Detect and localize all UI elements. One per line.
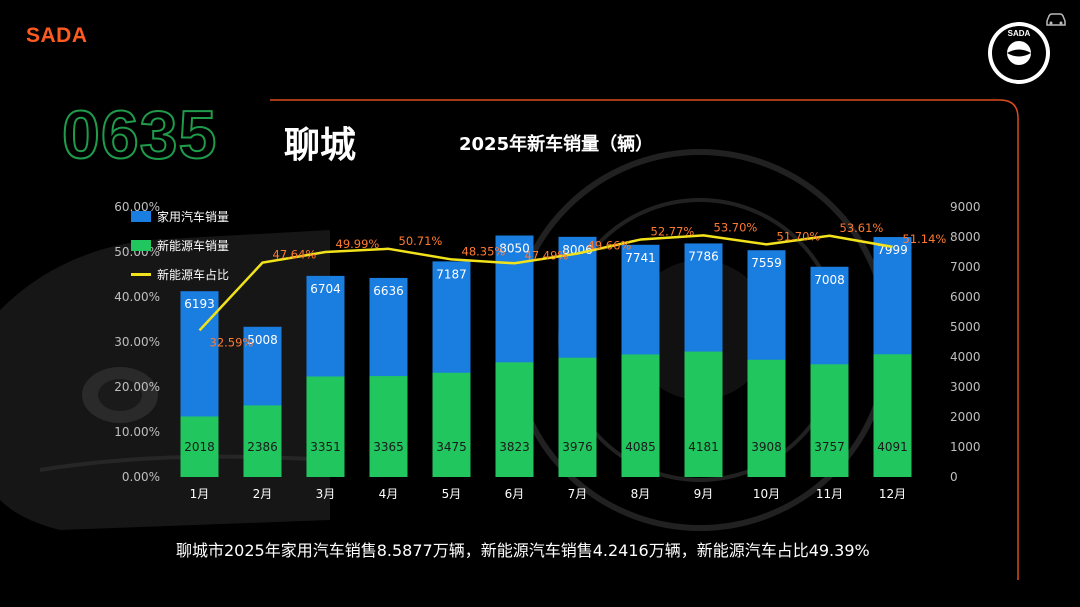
nev-bar-label: 4181	[688, 440, 719, 454]
x-axis-tick: 11月	[816, 487, 843, 501]
x-axis-tick: 10月	[753, 487, 780, 501]
x-axis-tick: 5月	[442, 487, 462, 501]
share-label: 47.49%	[525, 248, 569, 262]
nev-bar	[747, 359, 786, 477]
total-bar-label: 5008	[247, 333, 278, 347]
total-bar-label: 6704	[310, 282, 341, 296]
right-axis-tick: 0	[950, 470, 958, 484]
nev-bar-label: 3823	[499, 440, 530, 454]
legend-swatch-nev	[131, 240, 151, 251]
right-axis-tick: 7000	[950, 260, 981, 274]
x-axis-tick: 12月	[879, 487, 906, 501]
total-bar-label: 6193	[184, 297, 215, 311]
legend-item-share: 新能源车占比	[131, 260, 229, 289]
total-bar-label: 7008	[814, 273, 845, 287]
right-axis-tick: 5000	[950, 320, 981, 334]
nev-bar-label: 3757	[814, 440, 845, 454]
nev-bar-label: 3908	[751, 440, 782, 454]
x-axis-tick: 1月	[190, 487, 210, 501]
nev-bar	[621, 354, 660, 477]
nev-bar-label: 3365	[373, 440, 404, 454]
share-label: 53.61%	[840, 221, 884, 235]
x-axis-tick: 6月	[505, 487, 525, 501]
x-axis-tick: 4月	[379, 487, 399, 501]
right-axis-tick: 9000	[950, 200, 981, 214]
share-label: 51.70%	[777, 229, 821, 243]
chart-legend: 家用汽车销量 新能源车销量 新能源车占比	[131, 202, 229, 289]
left-axis-tick: 0.00%	[122, 470, 160, 484]
total-bar-label: 6636	[373, 284, 404, 298]
legend-swatch-total	[131, 211, 151, 222]
right-axis-tick: 4000	[950, 350, 981, 364]
left-axis-tick: 40.00%	[114, 290, 160, 304]
legend-label-total: 家用汽车销量	[157, 210, 230, 224]
share-label: 47.64%	[273, 248, 317, 262]
left-axis-tick: 60.00%	[114, 200, 160, 214]
legend-label-nev: 新能源车销量	[157, 239, 230, 253]
summary-text: 聊城市2025年家用汽车销售8.5877万辆，新能源汽车销售4.2416万辆，新…	[176, 541, 870, 560]
share-line	[198, 234, 893, 332]
total-bar-label: 7741	[625, 251, 656, 265]
x-axis-tick: 3月	[316, 487, 336, 501]
legend-swatch-share	[131, 273, 151, 276]
legend-label-share: 新能源车占比	[157, 268, 230, 282]
nev-bar	[306, 376, 345, 477]
total-bar-label: 7559	[751, 256, 782, 270]
left-axis-tick: 20.00%	[114, 380, 160, 394]
left-axis-tick: 10.00%	[114, 425, 160, 439]
nev-bar	[873, 354, 912, 477]
x-axis-tick: 7月	[568, 487, 588, 501]
legend-item-total: 家用汽车销量	[131, 202, 229, 231]
nev-bar	[810, 364, 849, 477]
nev-bar	[495, 362, 534, 477]
total-bar-label: 7187	[436, 267, 467, 281]
share-label: 52.77%	[651, 225, 695, 239]
nev-bar	[432, 372, 471, 477]
share-label: 32.59%	[210, 335, 254, 349]
total-bar-label: 8050	[499, 242, 530, 256]
nev-bar	[243, 405, 282, 477]
share-label: 51.14%	[903, 232, 947, 246]
nev-bar-label: 4085	[625, 440, 656, 454]
nev-bar	[180, 416, 219, 477]
right-axis-tick: 2000	[950, 410, 981, 424]
left-axis-tick: 30.00%	[114, 335, 160, 349]
car-icon	[1046, 13, 1066, 26]
right-axis-tick: 6000	[950, 290, 981, 304]
nev-bar-label: 2018	[184, 440, 215, 454]
svg-text:SADA: SADA	[1008, 29, 1031, 38]
chart-title: 2025年新车销量（辆）	[459, 134, 654, 155]
share-label: 53.70%	[714, 220, 758, 234]
nev-bar-label: 4091	[877, 440, 908, 454]
nev-bar-label: 3475	[436, 440, 467, 454]
legend-item-nev: 新能源车销量	[131, 231, 229, 260]
nev-bar	[684, 351, 723, 477]
x-axis-tick: 9月	[694, 487, 714, 501]
area-code: 0635	[61, 96, 218, 174]
total-bar-label: 7786	[688, 249, 719, 263]
right-axis-tick: 3000	[950, 380, 981, 394]
share-label: 50.71%	[399, 234, 443, 248]
total-bar-label: 8006	[562, 243, 593, 257]
city-name: 聊城	[284, 125, 357, 166]
nev-bar-label: 3351	[310, 440, 341, 454]
sada-seal-icon: SADA	[988, 22, 1050, 84]
nev-bar	[369, 376, 408, 477]
share-label: 49.66%	[588, 239, 632, 253]
orange-frame	[270, 99, 1019, 580]
brand-logo: SADA	[26, 24, 88, 47]
right-axis-tick: 8000	[950, 230, 981, 244]
share-label: 49.99%	[336, 237, 380, 251]
right-axis-tick: 1000	[950, 440, 981, 454]
share-label: 48.35%	[462, 244, 506, 258]
x-axis-tick: 8月	[631, 487, 651, 501]
nev-bar-label: 2386	[247, 440, 278, 454]
nev-bar	[558, 357, 597, 477]
nev-bar-label: 3976	[562, 440, 593, 454]
x-axis-tick: 2月	[253, 487, 273, 501]
